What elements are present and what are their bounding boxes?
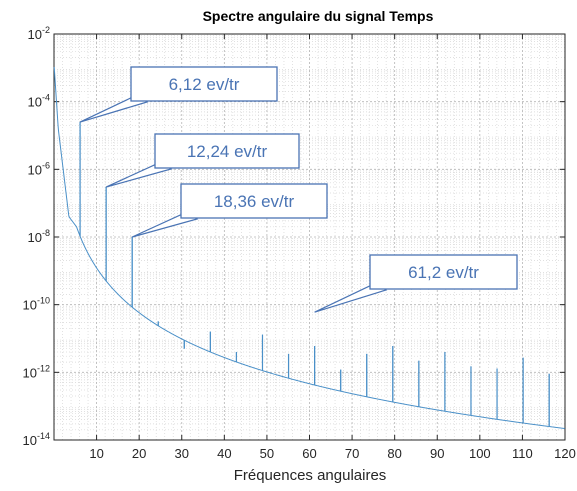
y-tick-label: 10-8 xyxy=(28,228,50,245)
annotation-label: 12,24 ev/tr xyxy=(187,142,268,161)
series-spectrum xyxy=(53,67,565,430)
y-tick-label: 10-2 xyxy=(28,25,50,42)
x-axis: 10 20 30 40 50 60 70 80 90 100 110 120 xyxy=(89,34,576,461)
x-tick-label: 30 xyxy=(175,446,189,461)
x-tick-label: 10 xyxy=(89,446,103,461)
y-tick-label: 10-12 xyxy=(23,363,50,380)
x-tick-label: 60 xyxy=(302,446,316,461)
x-tick-label: 80 xyxy=(387,446,401,461)
annotation-callout: 6,12 ev/tr xyxy=(79,66,278,123)
annotation-box xyxy=(369,254,518,290)
x-axis-label: Fréquences angulaires xyxy=(234,467,387,484)
spectrum-line xyxy=(53,67,565,430)
y-tick-label: 10-14 xyxy=(23,431,50,448)
y-tick-label: 10-6 xyxy=(28,160,50,177)
x-tick-label: 100 xyxy=(469,446,491,461)
chart-title: Spectre angulaire du signal Temps xyxy=(203,8,434,24)
annotation-callout: 12,24 ev/tr xyxy=(105,133,300,188)
x-tick-label: 40 xyxy=(217,446,231,461)
x-tick-label: 20 xyxy=(132,446,146,461)
x-tick-label: 90 xyxy=(430,446,444,461)
x-tick-label: 50 xyxy=(260,446,274,461)
annotation-callout: 18,36 ev/tr xyxy=(131,183,328,238)
annotation-label: 6,12 ev/tr xyxy=(169,75,240,94)
annotation-callout: 61,2 ev/tr xyxy=(314,254,518,313)
x-tick-label: 120 xyxy=(554,446,576,461)
annotation-box xyxy=(130,66,278,102)
annotation-label: 18,36 ev/tr xyxy=(214,192,295,211)
y-tick-label: 10-4 xyxy=(28,93,50,110)
x-tick-label: 110 xyxy=(512,446,533,461)
annotation-label: 61,2 ev/tr xyxy=(408,263,479,282)
annotation-box xyxy=(180,183,328,219)
annotation-box xyxy=(154,133,300,169)
annotations: 6,12 ev/tr 12,24 ev/tr 18,36 ev/tr 61,2 ev/… xyxy=(79,66,518,313)
x-tick-label: 70 xyxy=(345,446,359,461)
y-axis: 10-14 10-12 10-10 10-8 10-6 10-4 10-2 xyxy=(23,25,565,448)
y-tick-label: 10-10 xyxy=(23,296,50,313)
